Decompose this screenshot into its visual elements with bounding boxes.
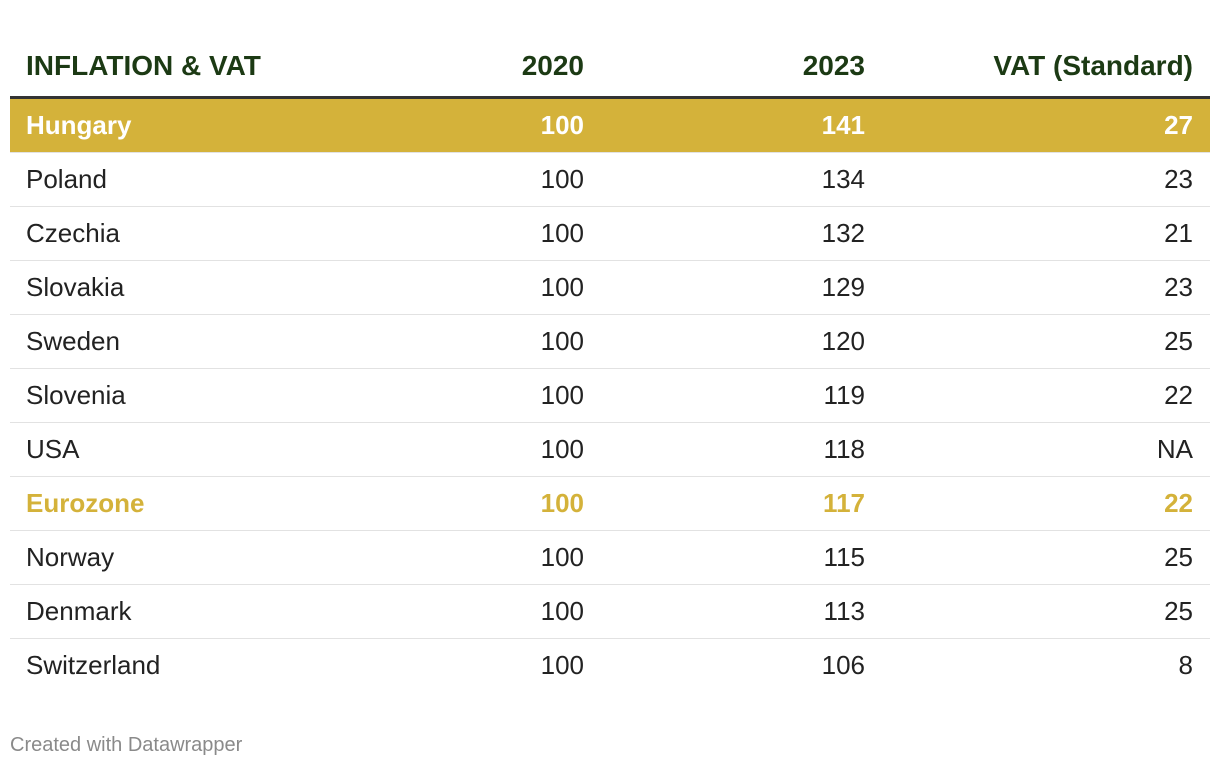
- table-cell: 25: [1164, 596, 1193, 626]
- table-cell: 100: [540, 110, 584, 140]
- table-body: Hungary 100 141 27 Poland 100 134 23 Czechia 100 1…: [10, 99, 1210, 692]
- table-row: Slovenia 100 119 22: [10, 369, 1210, 423]
- table-cell: 100: [540, 326, 584, 356]
- header-row: INFLATION & VAT 2020 2023 VAT (Standard): [10, 36, 1210, 99]
- table-cell: 113: [823, 596, 865, 626]
- table-row: Slovakia 100 129 23: [10, 261, 1210, 315]
- row-label: Eurozone: [26, 488, 145, 518]
- table-cell: 132: [821, 218, 865, 248]
- table-cell: 25: [1164, 542, 1193, 572]
- column-header: 2020: [521, 50, 584, 81]
- table-cell: 100: [540, 488, 584, 518]
- table-cell: 27: [1164, 110, 1193, 140]
- table-cell: 8: [1178, 650, 1193, 680]
- table-cell: 22: [1164, 488, 1193, 518]
- table-cell: 134: [821, 164, 865, 194]
- row-label: Slovakia: [26, 272, 125, 302]
- table-cell: 119: [823, 380, 865, 410]
- row-label: Czechia: [26, 218, 120, 248]
- table-row: Sweden 100 120 25: [10, 315, 1210, 369]
- table-cell: 141: [821, 110, 865, 140]
- row-label: Norway: [26, 542, 115, 572]
- row-label: Poland: [26, 164, 107, 194]
- column-header: INFLATION & VAT: [26, 50, 261, 81]
- table-cell: 100: [540, 542, 584, 572]
- table-cell: 120: [821, 326, 865, 356]
- table-cell: 23: [1164, 272, 1193, 302]
- row-label: Denmark: [26, 596, 132, 626]
- table-row: Hungary 100 141 27: [10, 99, 1210, 153]
- row-label: USA: [26, 434, 80, 464]
- table-cell: 100: [540, 218, 584, 248]
- table-cell: 115: [823, 542, 865, 572]
- row-label: Sweden: [26, 326, 120, 356]
- table-row: Eurozone 100 117 22: [10, 477, 1210, 531]
- row-label: Switzerland: [26, 650, 161, 680]
- table-row: Czechia 100 132 21: [10, 207, 1210, 261]
- table-cell: 100: [540, 380, 584, 410]
- footer: Created with Datawrapper: [10, 734, 243, 756]
- row-label: Hungary: [26, 110, 132, 140]
- table-cell: 118: [823, 434, 865, 464]
- table-cell: 100: [540, 272, 584, 302]
- table-cell: 22: [1164, 380, 1193, 410]
- table-row: USA 100 118 NA: [10, 423, 1210, 477]
- table-cell: 117: [823, 488, 865, 518]
- table-row: Norway 100 115 25: [10, 531, 1210, 585]
- table-cell: 25: [1164, 326, 1193, 356]
- table-cell: 100: [540, 164, 584, 194]
- table-cell: 129: [821, 272, 865, 302]
- table-row: Poland 100 134 23: [10, 153, 1210, 207]
- table-cell: 106: [821, 650, 865, 680]
- column-header: 2023: [802, 50, 865, 81]
- table-row: Denmark 100 113 25: [10, 585, 1210, 639]
- table-cell: 100: [540, 434, 584, 464]
- table-cell: 100: [540, 650, 584, 680]
- table-cell: 23: [1164, 164, 1193, 194]
- table: INFLATION & VAT 2020 2023 VAT (Standard) Hu…: [10, 36, 1210, 692]
- table-cell: 21: [1164, 218, 1193, 248]
- table-cell: NA: [1156, 434, 1193, 464]
- table-row: Switzerland 100 106 8: [10, 639, 1210, 692]
- column-header: VAT (Standard): [993, 50, 1193, 81]
- row-label: Slovenia: [26, 380, 126, 410]
- table-cell: 100: [540, 596, 584, 626]
